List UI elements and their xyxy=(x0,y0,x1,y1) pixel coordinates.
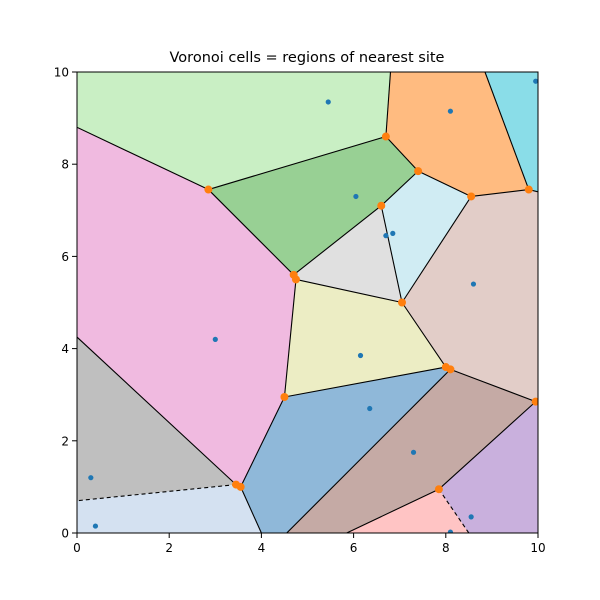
voronoi-cell-9 xyxy=(77,337,236,501)
voronoi-cell-2 xyxy=(485,72,538,192)
site-point-10 xyxy=(410,449,417,455)
voronoi-edge-3 xyxy=(417,170,472,197)
voronoi-vertex-3 xyxy=(377,201,386,210)
site-point-3 xyxy=(353,193,359,200)
y-tick-label-0: 0 xyxy=(61,527,69,541)
voronoi-edge-9 xyxy=(293,205,382,276)
site-point-6 xyxy=(470,281,477,287)
voronoi-edge-23 xyxy=(346,488,440,533)
voronoi-cell-4 xyxy=(381,171,472,303)
voronoi-vertex-7 xyxy=(291,275,300,284)
voronoi-edge-2 xyxy=(385,136,419,172)
voronoi-cell-7 xyxy=(77,127,296,487)
voronoi-cell-14 xyxy=(346,489,469,533)
voronoi-edge-1 xyxy=(385,72,392,137)
voronoi-edge-26 xyxy=(240,486,262,533)
voronoi-edge-21 xyxy=(286,368,451,533)
voronoi-edge-19 xyxy=(450,368,536,403)
voronoi-vertex-14 xyxy=(531,397,538,406)
voronoi-vertex-5 xyxy=(524,185,533,194)
site-point-9 xyxy=(367,405,373,412)
voronoi-cell-0 xyxy=(77,72,391,190)
voronoi-edge-16 xyxy=(401,302,447,368)
site-point-11 xyxy=(88,475,94,481)
voronoi-edge-5 xyxy=(484,72,530,190)
site-point-12 xyxy=(92,523,99,529)
voronoi-edge-28 xyxy=(77,336,237,485)
y-tick-label-3: 6 xyxy=(61,250,69,264)
voronoi-edge-29 xyxy=(77,484,237,502)
voronoi-edge-17 xyxy=(284,366,446,398)
x-tick-label-2: 4 xyxy=(258,541,266,555)
y-tick-label-2: 4 xyxy=(61,342,69,356)
voronoi-vertex-4 xyxy=(467,192,476,201)
chart-title: Voronoi cells = regions of nearest site xyxy=(170,50,445,66)
voronoi-vertex-10 xyxy=(446,365,455,374)
voronoi-cell-5 xyxy=(293,205,402,303)
x-tick-label-0: 0 xyxy=(73,541,81,555)
y-tick-label-1: 2 xyxy=(61,434,69,448)
voronoi-edge-0 xyxy=(208,136,387,191)
axes-frame xyxy=(76,71,539,534)
voronoi-cell-1 xyxy=(385,72,529,197)
x-tick-label-5: 10 xyxy=(530,541,545,555)
voronoi-edge-15 xyxy=(283,279,297,398)
plot-area xyxy=(77,72,538,533)
site-point-7 xyxy=(212,336,218,342)
voronoi-cell-12 xyxy=(77,484,262,533)
voronoi-vertex-2 xyxy=(414,167,423,176)
site-point-0 xyxy=(325,99,331,105)
site-point-14 xyxy=(447,529,454,533)
voronoi-edge-7 xyxy=(77,126,209,191)
voronoi-cell-10 xyxy=(240,367,451,533)
voronoi-edge-22 xyxy=(438,401,537,490)
site-point-8 xyxy=(357,352,364,359)
site-point-4 xyxy=(383,233,389,239)
axis-ticks: 0 2 4 6 8 10 0 2 4 6 8 10 xyxy=(54,66,546,556)
y-tick-label-4: 8 xyxy=(61,158,69,172)
voronoi-cell-3 xyxy=(208,136,419,275)
voronoi-cell-8 xyxy=(284,279,446,397)
site-point-13 xyxy=(468,514,474,520)
voronoi-edge-13 xyxy=(295,278,403,304)
voronoi-edge-25 xyxy=(240,396,285,488)
voronoi-edge-4 xyxy=(471,189,529,198)
x-tick-label-3: 6 xyxy=(350,541,358,555)
site-point-5 xyxy=(390,230,396,236)
voronoi-vertex-15 xyxy=(434,485,443,494)
site-point-1 xyxy=(447,108,454,114)
voronoi-edge-11 xyxy=(380,205,403,303)
voronoi-vertex-8 xyxy=(398,298,407,307)
voronoi-cell-13 xyxy=(438,401,538,533)
voronoi-edge-12 xyxy=(401,196,472,303)
site-point-2 xyxy=(533,78,538,84)
voronoi-edge-10 xyxy=(380,170,419,207)
voronoi-vertex-11 xyxy=(280,393,289,402)
voronoi-edge-8 xyxy=(207,189,295,276)
voronoi-vertex-0 xyxy=(204,185,213,194)
x-tick-label-1: 2 xyxy=(165,541,173,555)
voronoi-cell-6 xyxy=(402,189,538,402)
voronoi-vertex-13 xyxy=(236,482,245,491)
voronoi-edge-24 xyxy=(438,488,470,533)
voronoi-vertex-1 xyxy=(381,132,390,141)
x-tick-label-4: 8 xyxy=(442,541,450,555)
y-tick-label-5: 10 xyxy=(54,66,69,80)
